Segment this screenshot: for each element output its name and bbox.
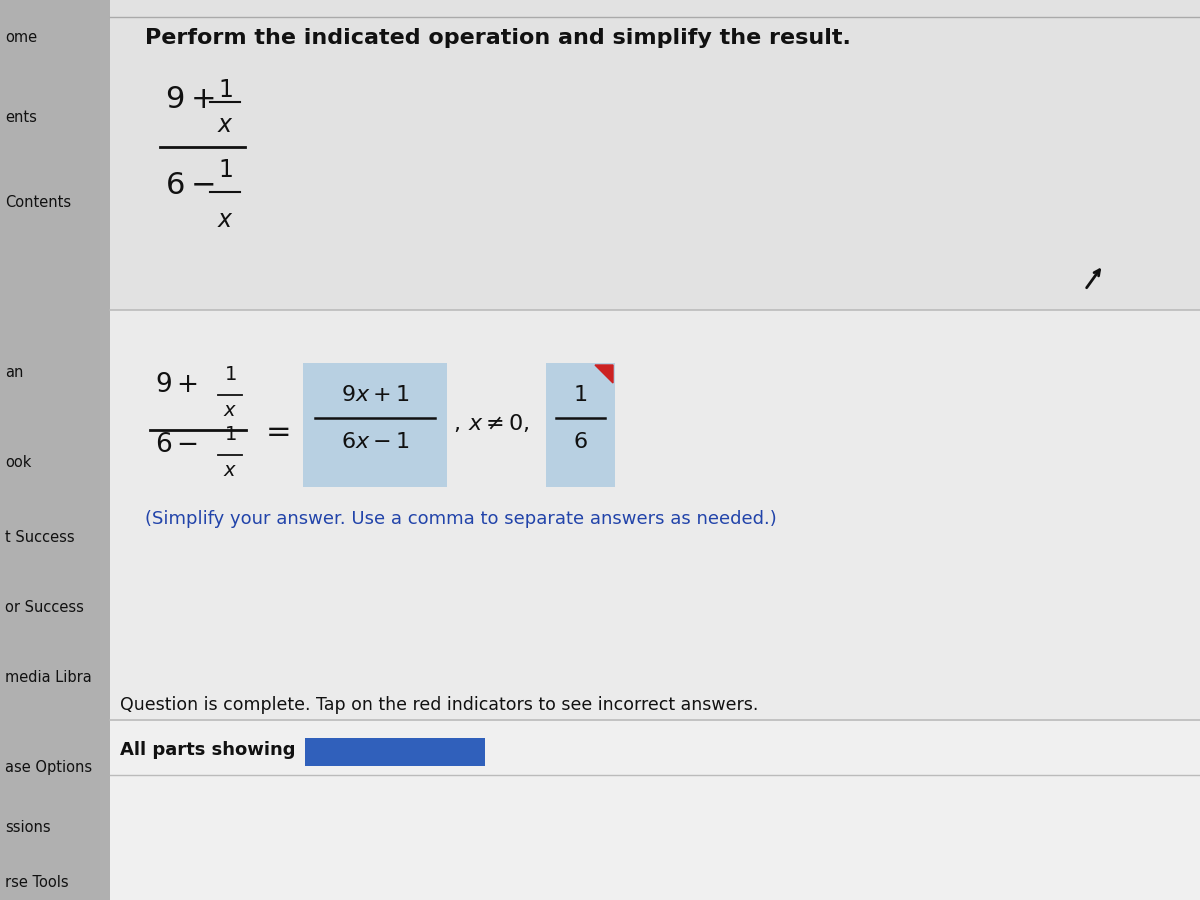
Text: $6x-1$: $6x-1$ [341,432,409,452]
FancyBboxPatch shape [110,310,1200,900]
Text: All parts showing: All parts showing [120,741,295,759]
Text: ssions: ssions [5,820,50,835]
Text: an: an [5,365,23,380]
Text: $1$: $1$ [217,78,233,102]
Text: $,\, x\neq 0,$: $,\, x\neq 0,$ [454,412,529,434]
Text: Perform the indicated operation and simplify the result.: Perform the indicated operation and simp… [145,28,851,48]
FancyBboxPatch shape [110,720,1200,900]
Text: Question is complete. Tap on the red indicators to see incorrect answers.: Question is complete. Tap on the red ind… [120,696,758,714]
Text: $1$: $1$ [574,385,588,405]
FancyBboxPatch shape [302,363,446,487]
Text: Contents: Contents [5,195,71,210]
Text: $9+$: $9+$ [166,86,215,114]
Text: ome: ome [5,30,37,45]
Text: ase Options: ase Options [5,760,92,775]
Text: $1$: $1$ [223,426,236,445]
Text: $6$: $6$ [574,432,588,452]
Text: $6-$: $6-$ [155,432,198,458]
Text: $1$: $1$ [223,365,236,384]
Text: rse Tools: rse Tools [5,875,68,890]
Text: $x$: $x$ [217,208,233,232]
Text: $x$: $x$ [223,461,238,480]
Text: $9x+1$: $9x+1$ [341,385,409,405]
Text: or Success: or Success [5,600,84,615]
FancyBboxPatch shape [546,363,616,487]
Text: $x$: $x$ [223,400,238,419]
Text: $1$: $1$ [217,158,233,182]
FancyBboxPatch shape [0,0,110,900]
Text: t Success: t Success [5,530,74,545]
Text: (Simplify your answer. Use a comma to separate answers as needed.): (Simplify your answer. Use a comma to se… [145,510,776,528]
Text: $=$: $=$ [260,416,290,445]
Text: $6-$: $6-$ [166,170,215,200]
Text: ook: ook [5,455,31,470]
Text: $x$: $x$ [217,113,233,137]
Text: media Libra: media Libra [5,670,91,685]
FancyBboxPatch shape [110,0,1200,310]
Text: $9+$: $9+$ [155,372,198,398]
FancyBboxPatch shape [305,738,485,766]
Polygon shape [595,365,613,383]
Text: ents: ents [5,110,37,125]
